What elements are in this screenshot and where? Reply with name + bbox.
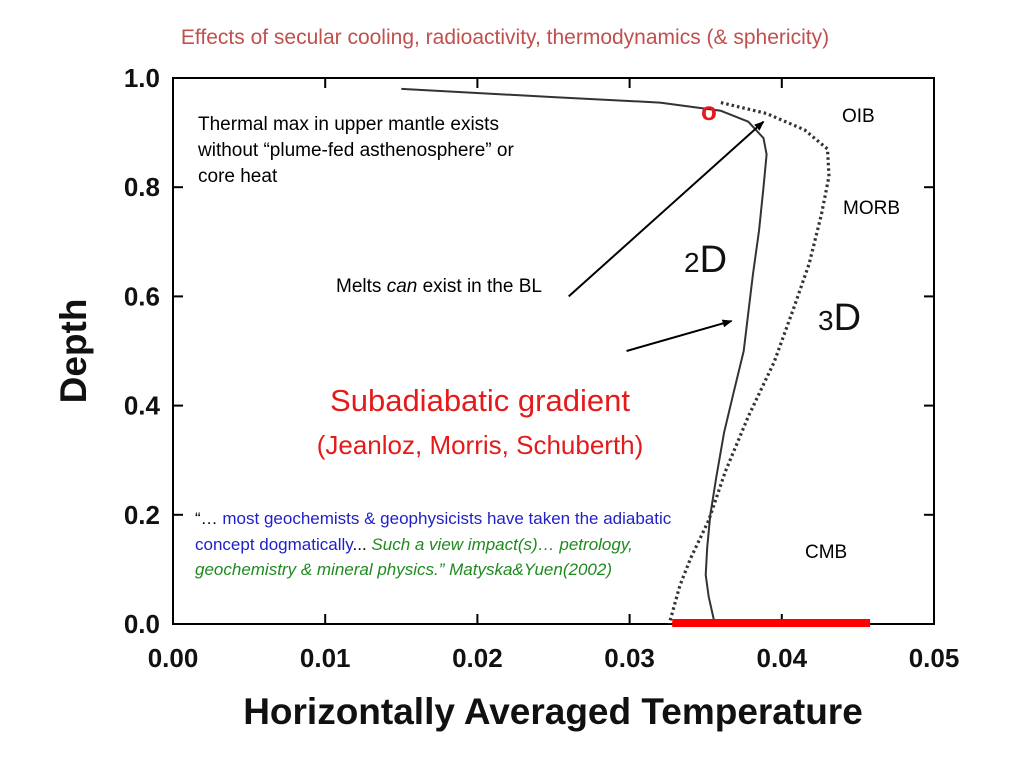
- quote-block: “… most geochemists & geophysicists have…: [195, 506, 690, 583]
- melts-prefix: Melts: [336, 276, 387, 297]
- melts-suffix: exist in the BL: [417, 276, 542, 297]
- thermal-max-line: Thermal max in upper mantle exists: [198, 114, 499, 135]
- x-tick-label: 0.00: [148, 643, 199, 673]
- subadiabatic-citation: (Jeanloz, Morris, Schuberth): [316, 430, 644, 460]
- page-title: Effects of secular cooling, radioactivit…: [180, 26, 830, 49]
- y-axis-title: Depth: [53, 299, 94, 404]
- quote-blue-text: most geochemists & geophysicists have ta…: [195, 509, 672, 554]
- annotation-arrows: [568, 120, 765, 352]
- oib-label: OIB: [842, 106, 875, 127]
- quote-dots: ...: [352, 534, 372, 554]
- series-tag-3d: 3D: [818, 297, 861, 339]
- thermal-max-annotation: Thermal max in upper mantle exists witho…: [198, 112, 514, 189]
- quote-open: “…: [195, 509, 223, 528]
- axis-ticks: 0.00 0.01 0.02 0.03 0.04 0.05 0.0 0.2 0.4 0.6 0.8 1…: [124, 63, 959, 673]
- x-axis-title: Horizontally Averaged Temperature: [243, 691, 863, 732]
- thermal-max-line: core heat: [198, 165, 278, 187]
- x-tick-label: 0.04: [756, 643, 807, 673]
- quote-green-text: Such a view impact(s)… petrology, geoche…: [195, 534, 633, 580]
- y-tick-label: 0.6: [124, 281, 160, 311]
- y-tick-label: 0.4: [124, 391, 161, 421]
- series-line-2d: [401, 87, 768, 625]
- annotation-arrow: [568, 120, 765, 298]
- y-tick-label: 0.8: [124, 172, 160, 202]
- plot-frame: [172, 77, 935, 625]
- annotation-arrow: [626, 319, 733, 352]
- thermal-max-line: without “plume-fed asthenosphere” or: [198, 139, 514, 161]
- melts-italic: can: [386, 276, 418, 297]
- series-tag-2d: 2D: [684, 239, 727, 281]
- y-tick-label: 1.0: [124, 63, 160, 93]
- data-curves: [401, 87, 831, 625]
- subadiabatic-title: Subadiabatic gradient: [330, 383, 630, 418]
- x-tick-label: 0.03: [604, 643, 655, 673]
- series-line-3d: [667, 101, 831, 625]
- cmb-label: CMB: [805, 542, 848, 563]
- x-tick-label: 0.01: [300, 643, 351, 673]
- x-tick-label: 0.02: [452, 643, 503, 673]
- x-tick-label: 0.05: [909, 643, 960, 673]
- y-tick-label: 0.0: [124, 609, 160, 639]
- morb-label: MORB: [843, 198, 900, 219]
- y-tick-label: 0.2: [124, 500, 160, 530]
- melts-annotation: Melts can exist in the BL: [336, 274, 542, 300]
- oib-marker: o: [701, 96, 717, 126]
